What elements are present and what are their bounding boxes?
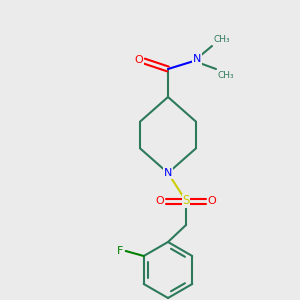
Text: N: N	[193, 54, 201, 64]
Text: O: O	[135, 55, 143, 65]
Text: CH₃: CH₃	[217, 71, 234, 80]
Text: N: N	[164, 168, 172, 178]
Text: O: O	[156, 196, 164, 206]
Text: O: O	[208, 196, 216, 206]
Text: CH₃: CH₃	[213, 35, 230, 44]
Text: F: F	[117, 246, 123, 256]
Text: S: S	[182, 194, 190, 208]
